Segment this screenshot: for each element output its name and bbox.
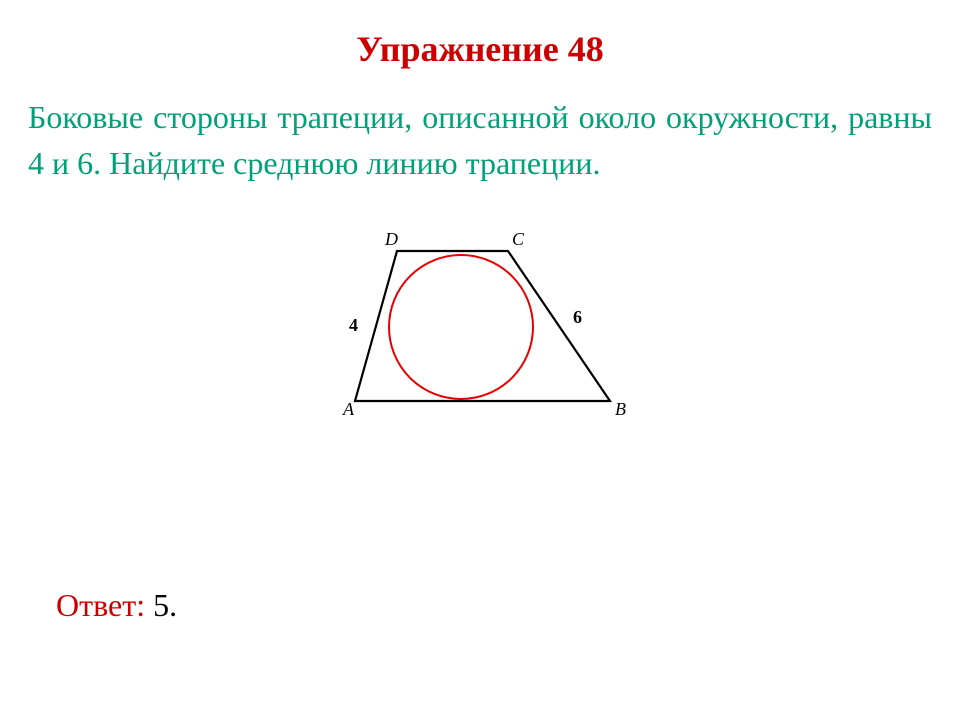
diagram-container: A B C D 4 6: [24, 223, 936, 423]
trapezoid-diagram: A B C D 4 6: [315, 223, 645, 423]
answer-label: Ответ:: [56, 587, 145, 623]
svg-text:4: 4: [349, 315, 358, 335]
svg-text:A: A: [342, 399, 355, 419]
svg-text:D: D: [384, 229, 398, 249]
exercise-title: Упражнение 48: [24, 28, 936, 70]
answer-value: 5.: [145, 587, 177, 623]
svg-text:B: B: [615, 399, 626, 419]
svg-text:C: C: [512, 229, 525, 249]
slide: Упражнение 48 Боковые стороны трапеции, …: [0, 0, 960, 720]
answer-line: Ответ: 5.: [56, 587, 177, 624]
problem-statement: Боковые стороны трапеции, описанной окол…: [28, 94, 932, 187]
svg-text:6: 6: [573, 307, 582, 327]
